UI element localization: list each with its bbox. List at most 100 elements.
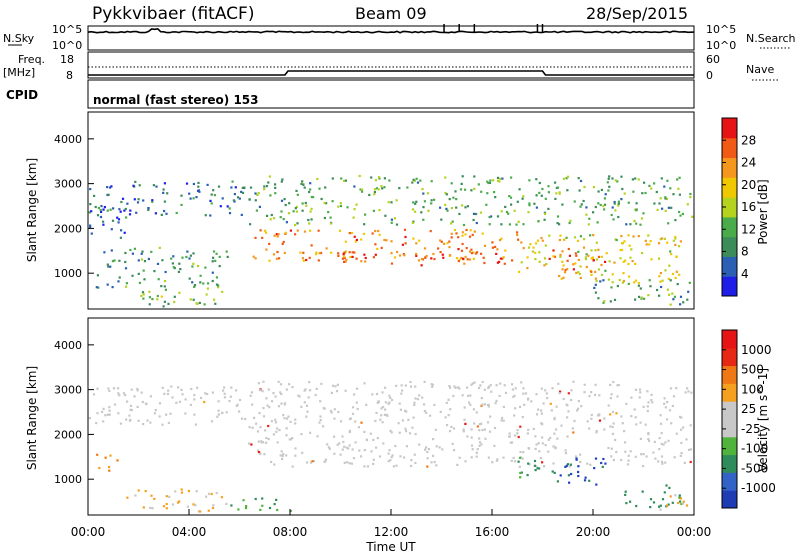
range-gate-cell xyxy=(483,388,486,391)
range-gate-cell xyxy=(418,443,421,446)
range-gate-cell xyxy=(275,233,278,236)
range-gate-cell xyxy=(453,385,456,388)
range-gate-cell xyxy=(610,393,613,396)
range-gate-cell xyxy=(448,198,451,201)
range-gate-cell xyxy=(372,438,375,441)
range-gate-cell xyxy=(629,450,632,453)
range-gate-cell xyxy=(230,386,233,389)
range-gate-cell xyxy=(674,237,677,240)
range-gate-cell xyxy=(226,205,229,208)
range-gate-cell xyxy=(570,398,573,402)
range-gate-cell xyxy=(599,280,602,283)
range-gate-cell xyxy=(535,178,538,181)
range-gate-cell xyxy=(433,258,436,261)
range-gate-cell xyxy=(451,220,454,223)
range-gate-cell xyxy=(564,465,567,468)
range-gate-cell xyxy=(358,449,361,452)
range-gate-cell xyxy=(621,422,624,425)
colorbar-segment xyxy=(722,137,737,159)
range-gate-cell xyxy=(363,382,366,385)
range-gate-cell xyxy=(592,186,595,189)
range-gate-cell xyxy=(672,298,675,301)
range-gate-cell xyxy=(659,508,662,511)
range-gate-cell xyxy=(448,240,451,243)
range-gate-cell xyxy=(594,457,598,460)
range-gate-cell xyxy=(599,203,602,207)
range-gate-cell xyxy=(483,261,486,265)
range-gate-cell xyxy=(192,503,195,506)
range-gate-cell xyxy=(660,455,664,458)
range-gate-cell xyxy=(528,463,531,466)
range-gate-cell xyxy=(149,421,152,424)
range-gate-cell xyxy=(259,452,262,455)
range-gate-cell xyxy=(608,175,611,178)
range-gate-cell xyxy=(568,465,571,468)
range-gate-cell xyxy=(277,380,280,383)
range-gate-cell xyxy=(389,459,392,462)
range-gate-cell xyxy=(566,259,569,262)
colorbar-segment xyxy=(722,401,737,420)
range-gate-cell xyxy=(585,213,588,216)
range-gate-cell xyxy=(192,197,195,200)
range-gate-cell xyxy=(171,262,174,265)
range-gate-cell xyxy=(670,422,673,425)
range-gate-cell xyxy=(568,481,571,484)
range-gate-cell xyxy=(598,419,602,422)
range-gate-cell xyxy=(614,179,617,182)
range-gate-cell xyxy=(527,246,531,249)
range-gate-cell xyxy=(675,387,678,390)
range-gate-cell xyxy=(686,387,689,390)
range-gate-cell xyxy=(426,450,429,454)
range-gate-cell xyxy=(464,233,467,236)
range-gate-cell xyxy=(512,456,515,459)
range-gate-cell xyxy=(439,410,442,413)
range-gate-cell xyxy=(638,295,641,298)
range-gate-cell xyxy=(289,438,293,441)
colorbar-tick-label: 4 xyxy=(741,267,749,281)
range-gate-cell xyxy=(128,419,131,422)
range-gate-cell xyxy=(221,411,224,414)
range-gate-cell xyxy=(375,411,378,415)
range-gate-cell xyxy=(279,454,282,457)
range-gate-cell xyxy=(648,184,651,187)
range-gate-cell xyxy=(204,266,207,269)
range-gate-cell xyxy=(269,194,272,197)
range-gate-cell xyxy=(479,384,482,387)
range-gate-cell xyxy=(527,398,530,401)
range-gate-cell xyxy=(280,450,283,453)
range-gate-cell xyxy=(343,260,346,263)
range-gate-cell xyxy=(668,264,671,267)
range-gate-cell xyxy=(344,389,347,392)
range-gate-cell xyxy=(405,445,408,448)
range-gate-cell xyxy=(153,270,156,273)
range-gate-cell xyxy=(573,200,576,203)
range-gate-cell xyxy=(272,392,275,395)
range-gate-cell xyxy=(430,461,433,464)
range-gate-cell xyxy=(516,200,519,203)
range-gate-cell xyxy=(291,437,294,440)
range-gate-cell xyxy=(595,483,598,486)
range-gate-cell xyxy=(283,198,286,201)
range-gate-cell xyxy=(625,502,628,505)
range-gate-cell xyxy=(353,208,356,211)
range-gate-cell xyxy=(508,223,511,226)
range-gate-cell xyxy=(294,233,297,236)
range-gate-cell xyxy=(308,256,311,259)
range-gate-cell xyxy=(667,439,670,442)
range-gate-cell xyxy=(577,465,580,468)
range-gate-cell xyxy=(552,255,555,258)
range-gate-cell xyxy=(579,453,582,456)
range-gate-cell xyxy=(165,212,168,215)
range-gate-cell xyxy=(532,427,535,430)
range-gate-cell xyxy=(146,419,149,422)
range-gate-cell xyxy=(412,416,415,419)
range-gate-cell xyxy=(457,386,460,389)
range-gate-cell xyxy=(679,214,682,217)
range-gate-cell xyxy=(337,410,340,414)
range-gate-cell xyxy=(674,219,677,222)
range-gate-cell xyxy=(384,214,387,217)
range-gate-cell xyxy=(325,202,328,205)
range-gate-cell xyxy=(113,259,116,262)
range-gate-cell xyxy=(677,187,680,190)
range-gate-cell xyxy=(530,400,533,403)
